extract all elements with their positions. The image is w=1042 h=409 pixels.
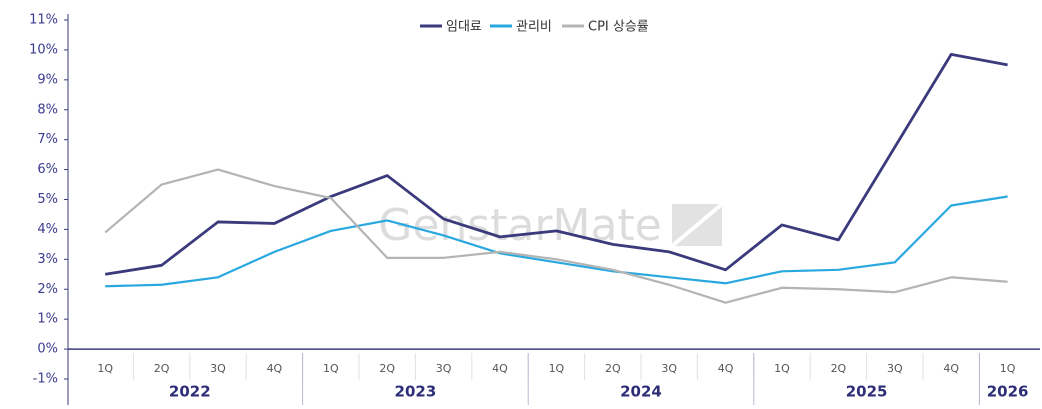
x-tick-label: 4Q	[718, 362, 734, 375]
x-tick-label: 2Q	[154, 362, 170, 375]
y-tick-label: 10%	[29, 42, 58, 57]
series-line	[104, 53, 1008, 276]
watermark-logo-cut	[670, 202, 724, 248]
year-label: 2026	[987, 383, 1029, 401]
x-tick-label: 4Q	[267, 362, 283, 375]
watermark: GenstarMate	[378, 200, 662, 251]
x-tick-label: 1Q	[1000, 362, 1016, 375]
x-tick-label: 2Q	[379, 362, 395, 375]
year-label: 2023	[395, 383, 437, 401]
x-tick-label: 2Q	[605, 362, 621, 375]
y-tick-label: 6%	[37, 162, 58, 177]
x-tick-label: 1Q	[97, 362, 113, 375]
y-tick-label: 0%	[37, 342, 58, 357]
x-tick-label: 1Q	[549, 362, 565, 375]
series-line	[104, 168, 1008, 304]
year-label: 2024	[620, 383, 662, 401]
legend-label: CPI 상승률	[588, 20, 649, 35]
x-tick-label: 1Q	[774, 362, 790, 375]
y-tick-label: 3%	[37, 252, 58, 267]
series-line	[105, 195, 1008, 288]
x-tick-label: 4Q	[943, 362, 959, 375]
y-tick-label: -1%	[33, 372, 58, 387]
y-tick-label: 4%	[37, 222, 58, 237]
year-label: 2025	[846, 383, 888, 401]
legend-label: 관리비	[516, 20, 552, 35]
y-tick-label: 5%	[37, 192, 58, 207]
y-tick-label: 7%	[37, 132, 58, 147]
y-tick-label: 8%	[37, 102, 58, 117]
y-tick-label: 9%	[37, 72, 58, 87]
y-tick-label: 2%	[37, 282, 58, 297]
x-tick-label: 4Q	[492, 362, 508, 375]
x-tick-label: 3Q	[887, 362, 903, 375]
x-tick-label: 2Q	[831, 362, 847, 375]
y-tick-label: 11%	[29, 13, 58, 28]
year-label: 2022	[169, 383, 211, 401]
legend-label: 임대료	[446, 20, 482, 35]
x-tick-label: 3Q	[210, 362, 226, 375]
x-tick-label: 3Q	[436, 362, 452, 375]
x-tick-label: 3Q	[661, 362, 677, 375]
y-tick-label: 1%	[37, 312, 58, 327]
x-tick-label: 1Q	[323, 362, 339, 375]
